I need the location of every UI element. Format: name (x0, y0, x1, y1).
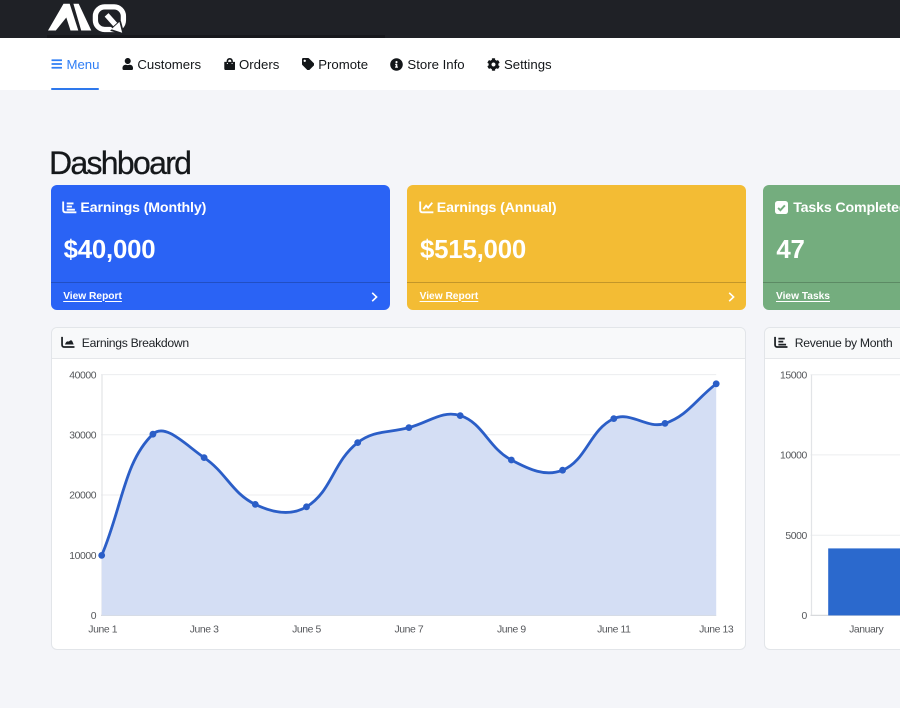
svg-text:0: 0 (801, 611, 807, 622)
svg-text:0: 0 (91, 611, 97, 622)
svg-text:5000: 5000 (785, 530, 807, 541)
svg-text:20000: 20000 (69, 490, 97, 501)
svg-text:June 7: June 7 (394, 624, 423, 635)
svg-text:30000: 30000 (69, 430, 97, 441)
svg-text:January: January (849, 624, 884, 635)
svg-text:June 13: June 13 (699, 624, 734, 635)
svg-text:15000: 15000 (780, 370, 808, 381)
svg-text:10000: 10000 (69, 550, 97, 561)
svg-text:40000: 40000 (69, 370, 97, 381)
svg-text:June 3: June 3 (189, 624, 218, 635)
svg-text:June 1: June 1 (88, 624, 117, 635)
svg-text:June 5: June 5 (292, 624, 321, 635)
svg-text:June 9: June 9 (497, 624, 526, 635)
svg-text:June 11: June 11 (597, 624, 631, 635)
svg-text:10000: 10000 (780, 450, 808, 461)
